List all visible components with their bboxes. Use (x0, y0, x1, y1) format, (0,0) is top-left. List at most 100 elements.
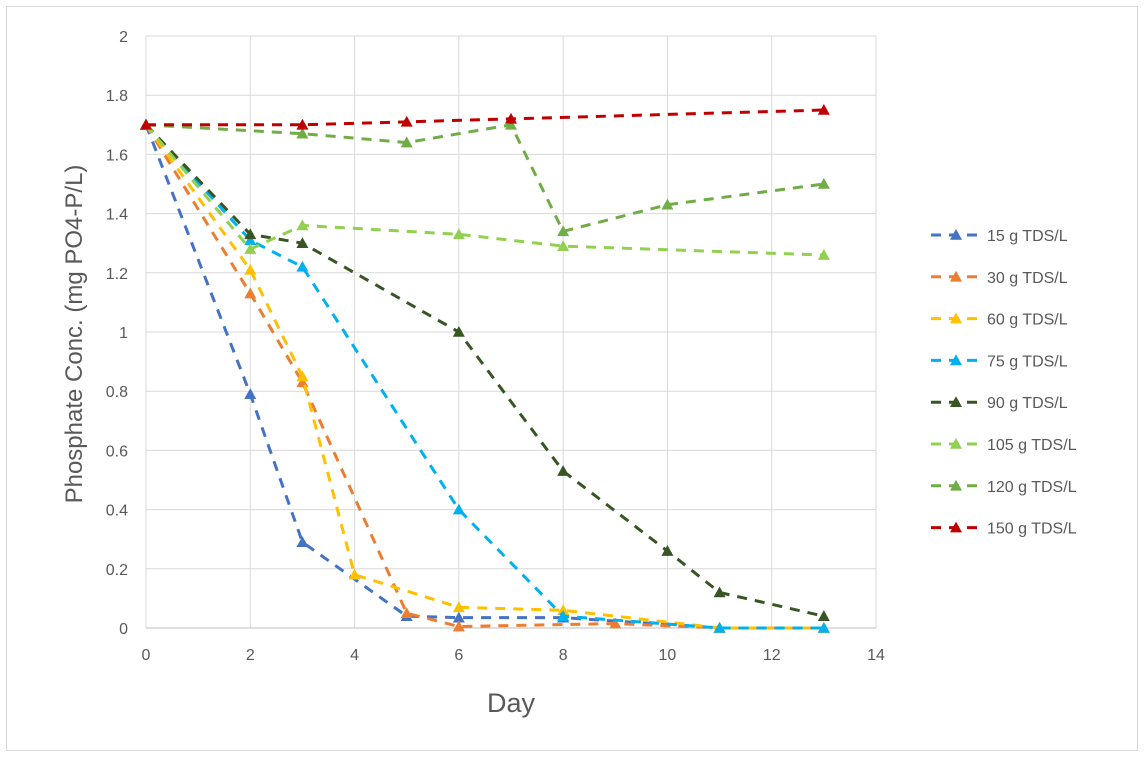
y-tick-label: 1.2 (106, 266, 128, 283)
data-point-marker (296, 127, 309, 139)
data-point-marker (400, 115, 413, 127)
data-point-marker (296, 219, 309, 231)
x-tick-label: 6 (454, 647, 463, 664)
legend-swatch-marker (950, 521, 962, 533)
y-tick-label: 0.4 (106, 503, 128, 520)
data-point-marker (244, 263, 257, 275)
series-4 (140, 118, 830, 621)
series-line (145, 123, 825, 234)
series-7 (140, 104, 830, 130)
series-line (144, 123, 824, 630)
data-point-marker (400, 136, 413, 148)
y-tick-label: 0 (119, 621, 128, 638)
legend-swatch-marker (950, 396, 962, 407)
data-point-marker (244, 228, 257, 240)
data-point-marker (140, 118, 152, 130)
series-line (144, 123, 824, 257)
y-tick-label: 1.8 (106, 88, 128, 105)
data-point-marker (452, 620, 465, 632)
series-line (146, 108, 824, 127)
x-tick-label: 12 (763, 647, 781, 664)
tick-labels: 0 0.2 0.4 0.6 0.8 1 1.2 1.4 1.6 1.8 2 0 2 4 6 8 10 12 14 (106, 29, 885, 664)
data-point-marker (557, 465, 570, 476)
data-point-marker (713, 622, 726, 633)
data-point-marker (452, 228, 465, 240)
data-point-marker (296, 260, 309, 272)
legend-swatch-marker (950, 479, 962, 491)
y-tick-label: 2 (119, 29, 128, 46)
data-point-marker (505, 112, 517, 124)
series-6 (140, 118, 830, 237)
data-point-marker (296, 536, 309, 547)
data-point-marker (661, 545, 674, 556)
data-point-marker (557, 610, 570, 621)
x-tick-label: 4 (350, 647, 359, 664)
legend-swatch-marker (950, 229, 962, 240)
legend-item: 150 g TDS/L (931, 521, 1077, 538)
data-point-marker (817, 610, 830, 621)
data-point-marker (817, 622, 830, 633)
data-point-marker (505, 118, 517, 130)
legend-item: 15 g TDS/L (931, 228, 1068, 245)
series-lines (140, 104, 830, 633)
legend-item: 105 g TDS/L (931, 437, 1077, 454)
data-point-marker (296, 376, 309, 388)
legend-label: 120 g TDS/L (987, 479, 1077, 496)
legend-label: 15 g TDS/L (987, 228, 1068, 245)
series-line (144, 123, 825, 618)
data-point-marker (244, 234, 257, 246)
legend-label: 75 g TDS/L (987, 353, 1068, 370)
data-point-marker (609, 617, 622, 629)
legend-label: 30 g TDS/L (987, 270, 1068, 287)
y-tick-label: 1.6 (106, 147, 128, 164)
data-point-marker (400, 607, 413, 618)
data-point-marker (452, 503, 465, 515)
x-tick-label: 8 (559, 647, 568, 664)
data-point-marker (817, 104, 830, 115)
legend-swatch-marker (950, 270, 962, 282)
data-point-marker (557, 604, 570, 616)
x-tick-label: 14 (867, 647, 885, 664)
chart-area: 0 0.2 0.4 0.6 0.8 1 1.2 1.4 1.6 1.8 2 0 2 4 6 8 10 12 14 P… (6, 6, 1138, 751)
data-point-marker (296, 237, 309, 248)
y-tick-label: 0.6 (106, 443, 128, 460)
series-line (144, 124, 824, 630)
x-tick-label: 2 (246, 647, 255, 664)
data-point-marker (713, 586, 726, 598)
data-point-marker (452, 601, 465, 613)
data-point-marker (557, 240, 570, 251)
data-point-marker (296, 118, 309, 130)
data-point-marker (452, 326, 465, 337)
data-point-marker (557, 225, 570, 237)
phosphate-line-chart: 0 0.2 0.4 0.6 0.8 1 1.2 1.4 1.6 1.8 2 0 2 4 6 8 10 12 14 P… (61, 29, 1077, 718)
legend-item: 60 g TDS/L (931, 312, 1068, 329)
legend-item: 75 g TDS/L (931, 353, 1068, 370)
data-point-marker (452, 611, 465, 623)
x-tick-label: 0 (142, 647, 151, 664)
legend-item: 90 g TDS/L (931, 395, 1068, 412)
data-point-marker (244, 243, 257, 254)
legend: 15 g TDS/L 30 g TDS/L 60 g TDS/L 75 g TDS/L… (931, 228, 1077, 538)
data-point-marker (817, 249, 830, 260)
data-point-marker (296, 370, 309, 382)
legend-item: 120 g TDS/L (931, 479, 1077, 496)
y-tick-label: 0.2 (106, 562, 128, 579)
legend-label: 90 g TDS/L (987, 395, 1068, 412)
legend-label: 105 g TDS/L (987, 437, 1077, 454)
x-tick-label: 10 (659, 647, 677, 664)
legend-swatch-marker (950, 438, 962, 449)
data-point-marker (817, 178, 830, 189)
data-point-marker (244, 388, 257, 399)
y-tick-label: 1 (119, 325, 128, 342)
x-axis-title: Day (487, 688, 536, 718)
data-point-marker (661, 198, 674, 210)
series-5 (140, 118, 830, 260)
legend-item: 30 g TDS/L (931, 270, 1068, 287)
y-axis-title: Phosphate Conc. (mg PO4-P/L) (61, 165, 88, 504)
data-point-marker (348, 568, 361, 580)
legend-swatch-marker (950, 312, 962, 324)
series-line (144, 124, 824, 630)
legend-label: 60 g TDS/L (987, 312, 1068, 329)
series-line (144, 123, 824, 630)
data-point-marker (244, 287, 257, 299)
